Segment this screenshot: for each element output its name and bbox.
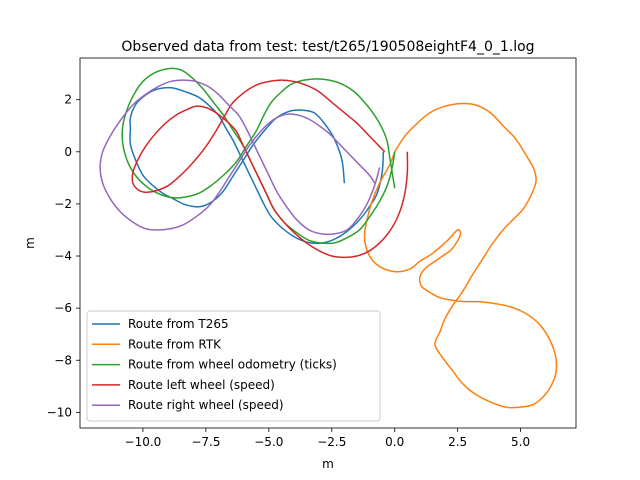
- y-tick-label: 0: [64, 145, 72, 159]
- x-tick-label: −2.5: [317, 435, 346, 449]
- y-tick-label: −8: [54, 353, 72, 367]
- legend-entries: Route from T265 Route from RTK Route from …: [92, 317, 337, 412]
- legend-entry-t265: Route from T265: [92, 317, 229, 331]
- legend-entry-right-wheel: Route right wheel (speed): [92, 398, 284, 412]
- legend-label: Route from RTK: [128, 337, 222, 351]
- x-axis: −10.0 −7.5 −5.0 −2.5 0.0 2.5 5.0: [125, 428, 530, 449]
- legend-entry-rtk: Route from RTK: [92, 337, 222, 351]
- y-axis: 2 0 −2 −4 −6 −8 −10: [47, 93, 80, 419]
- chart-title: Observed data from test: test/t265/19050…: [121, 39, 534, 55]
- route-right-wheel-line: [99, 79, 381, 236]
- legend: Route from T265 Route from RTK Route from …: [86, 310, 381, 422]
- route-rtk-line: [363, 102, 558, 409]
- legend-label: Route left wheel (speed): [128, 378, 275, 392]
- y-tick-label: −10: [47, 405, 72, 419]
- y-axis-label: m: [23, 237, 37, 249]
- legend-box: [86, 310, 381, 422]
- x-tick-label: −7.5: [191, 435, 220, 449]
- plot-area: −10.0 −7.5 −5.0 −2.5 0.0 2.5 5.0 2 0 −2 −4 −6 −8 −10: [47, 57, 577, 449]
- series-layer: [99, 67, 558, 409]
- legend-entry-wheel-odometry: Route from wheel odometry (ticks): [92, 358, 337, 372]
- legend-label: Route from T265: [128, 317, 229, 331]
- y-tick-label: 2: [64, 93, 72, 107]
- route-left-wheel-line: [131, 79, 409, 259]
- x-tick-label: −5.0: [254, 435, 283, 449]
- x-tick-label: −10.0: [125, 435, 162, 449]
- plot-frame: [79, 57, 577, 429]
- legend-entry-left-wheel: Route left wheel (speed): [92, 378, 275, 392]
- y-tick-label: −2: [54, 197, 72, 211]
- x-axis-label: m: [322, 457, 334, 471]
- y-tick-label: −4: [54, 249, 72, 263]
- x-tick-label: 0.0: [385, 435, 404, 449]
- route-wheel-odometry-line: [121, 67, 396, 245]
- y-tick-label: −6: [54, 301, 72, 315]
- x-tick-label: 5.0: [511, 435, 530, 449]
- legend-label: Route right wheel (speed): [128, 398, 284, 412]
- legend-label: Route from wheel odometry (ticks): [128, 358, 337, 372]
- x-tick-label: 2.5: [448, 435, 467, 449]
